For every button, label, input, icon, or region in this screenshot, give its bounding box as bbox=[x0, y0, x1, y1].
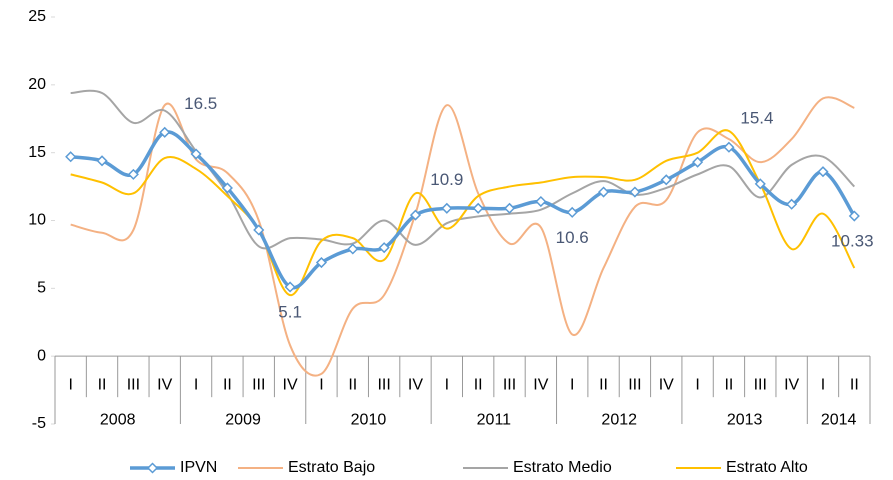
marker bbox=[472, 202, 484, 214]
y-tick-label: 25 bbox=[28, 8, 46, 25]
marker bbox=[723, 141, 735, 153]
marker bbox=[96, 155, 108, 167]
marker bbox=[692, 156, 704, 168]
x-tick-label: III bbox=[628, 376, 641, 393]
x-group-label: 2009 bbox=[225, 411, 261, 428]
x-tick-label: III bbox=[503, 376, 516, 393]
data-label: 10.9 bbox=[430, 170, 463, 189]
y-tick-label: 0 bbox=[37, 347, 46, 364]
x-tick-label: II bbox=[98, 376, 107, 393]
x-group-label: 2012 bbox=[601, 411, 637, 428]
marker bbox=[597, 186, 610, 198]
x-tick-label: IV bbox=[784, 376, 799, 393]
x-tick-label: II bbox=[223, 376, 232, 393]
marker bbox=[315, 256, 328, 269]
legend-label: IPVN bbox=[180, 459, 217, 476]
x-group-label: 2013 bbox=[727, 411, 763, 428]
x-tick-label: I bbox=[695, 376, 699, 393]
marker bbox=[284, 281, 296, 293]
x-group-label: 2014 bbox=[821, 411, 857, 428]
marker bbox=[441, 202, 453, 214]
marker bbox=[503, 202, 516, 214]
marker bbox=[378, 242, 390, 254]
legend-marker bbox=[146, 462, 159, 474]
x-tick-label: II bbox=[724, 376, 733, 393]
legend-label: Estrato Bajo bbox=[288, 459, 375, 476]
y-tick-label: 5 bbox=[37, 280, 46, 297]
marker bbox=[754, 178, 766, 190]
x-tick-label: IV bbox=[533, 376, 548, 393]
x-tick-label: III bbox=[377, 376, 390, 393]
y-tick-label: -5 bbox=[32, 415, 46, 432]
x-tick-label: III bbox=[127, 376, 140, 393]
x-tick-label: II bbox=[599, 376, 608, 393]
x-group-label: 2011 bbox=[477, 411, 512, 428]
marker bbox=[347, 243, 359, 255]
marker bbox=[409, 209, 422, 221]
legend-label: Estrato Medio bbox=[513, 459, 612, 476]
series-line bbox=[70, 129, 856, 297]
x-tick-label: IV bbox=[408, 376, 423, 393]
marker bbox=[127, 168, 139, 180]
data-label: 5.1 bbox=[278, 302, 302, 321]
marker bbox=[159, 126, 171, 138]
data-label: 15.4 bbox=[740, 109, 773, 128]
marker bbox=[65, 151, 77, 163]
x-tick-label: I bbox=[445, 376, 449, 393]
x-tick-label: I bbox=[319, 376, 323, 393]
x-tick-label: II bbox=[474, 376, 483, 393]
marker bbox=[786, 198, 798, 210]
data-label: 16.5 bbox=[184, 94, 217, 113]
x-group-label: 2008 bbox=[100, 411, 136, 428]
x-tick-label: III bbox=[252, 376, 265, 393]
marker bbox=[253, 224, 265, 236]
x-tick-label: IV bbox=[659, 376, 674, 393]
marker bbox=[535, 195, 547, 208]
y-tick-label: 10 bbox=[28, 212, 46, 229]
x-tick-label: IV bbox=[283, 376, 298, 393]
x-tick-label: II bbox=[850, 376, 859, 393]
marker bbox=[190, 148, 202, 160]
x-tick-label: I bbox=[570, 376, 574, 393]
x-tick-label: I bbox=[194, 376, 198, 393]
marker bbox=[848, 210, 860, 222]
x-tick-label: I bbox=[821, 376, 825, 393]
y-tick-label: 15 bbox=[28, 144, 46, 161]
marker bbox=[566, 206, 578, 218]
x-tick-label: III bbox=[754, 376, 767, 393]
x-tick-label: II bbox=[348, 376, 357, 393]
marker bbox=[629, 186, 641, 198]
x-group-label: 2010 bbox=[351, 411, 387, 428]
marker bbox=[660, 174, 672, 186]
series-line bbox=[70, 130, 856, 290]
y-tick-label: 20 bbox=[28, 76, 46, 93]
x-tick-label: IV bbox=[157, 376, 172, 393]
data-label: 10.33 bbox=[831, 232, 874, 251]
data-label: 10.6 bbox=[556, 228, 589, 247]
marker bbox=[817, 166, 829, 178]
legend-label: Estrato Alto bbox=[726, 459, 808, 476]
marker bbox=[221, 182, 233, 194]
x-tick-label: I bbox=[68, 376, 72, 393]
